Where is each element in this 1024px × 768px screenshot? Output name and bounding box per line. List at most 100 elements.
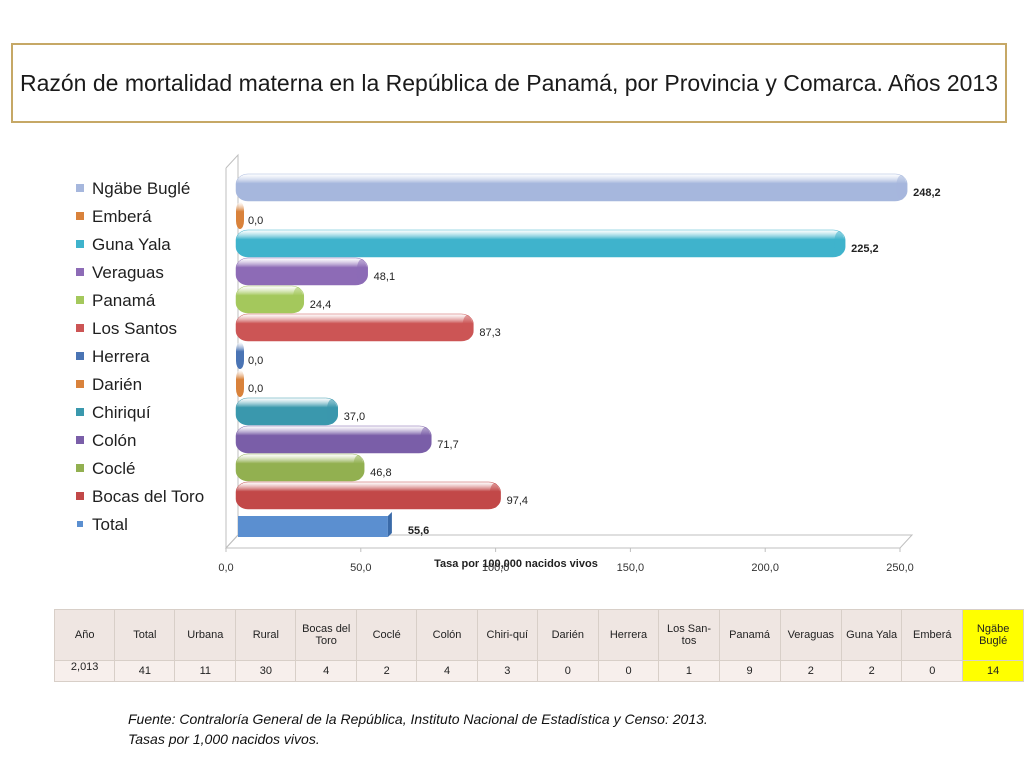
legend-swatch [76,352,84,360]
x-axis-label: Tasa por 100,000 nacidos vivos [434,558,598,570]
data-label: 48,1 [374,271,395,283]
bar-2 [235,229,846,258]
table-header-cell: Ngäbe Buglé [962,609,1024,661]
floor [224,534,914,549]
bar-cap [896,175,907,200]
legend-label: Panamá [92,291,156,310]
table-header-cell: Colón [416,609,478,661]
table-header-cell: Bocas del Toro [295,609,357,661]
legend-swatch [76,240,84,248]
legend-label: Bocas del Toro [92,487,204,506]
legend-label: Colón [92,431,136,450]
table-cell: 11 [174,660,237,682]
bar-cap [292,287,303,312]
table-cell: 0 [901,660,964,682]
bar-side [387,512,392,537]
table-header-cell: Los San-tos [658,609,720,661]
bar-cap [489,483,500,508]
bar-12 [238,512,392,537]
legend-label: Coclé [92,459,135,478]
table-header-cell: Urbana [174,609,237,661]
legend-swatch [76,296,84,304]
data-label: 24,4 [310,299,331,311]
legend-label: Veraguas [92,263,164,282]
legend-swatch [76,324,84,332]
table-header-cell: Total [114,609,176,661]
data-label: 46,8 [370,467,391,479]
bar-face [236,342,244,369]
bar-3 [235,257,368,286]
bar-10 [235,453,365,482]
x-tick-label: 150,0 [617,562,645,574]
data-label: 71,7 [437,439,458,451]
table-header-cell: Darién [536,609,599,661]
legend-label: Los Santos [92,319,177,338]
legend-swatch [76,380,84,388]
table-cell: 0 [536,660,599,682]
table-header-cell: Veraguas [779,609,843,661]
bar-11 [235,481,501,510]
bar-cap [353,455,364,480]
bar-cap [834,231,845,256]
data-label: 55,6 [408,525,429,537]
legend-swatch [76,184,84,192]
data-label: 225,2 [851,243,879,255]
bar-face [235,397,339,426]
legend-swatch [76,464,84,472]
legend-swatch [76,408,84,416]
legend-swatch [76,492,84,500]
legend-label: Guna Yala [92,235,171,254]
legend-label: Emberá [92,207,152,226]
table-header-cell: Emberá [901,609,964,661]
table-header-row: Año Total Urbana Rural Bocas del Toro Coclé Co… [53,609,1024,661]
bar-7 [236,370,244,397]
table-cell: 1 [658,660,720,682]
bar-chart: 0,0 50,0 100,0 150,0 200,0 250,0 248,2 0,0 225,2… [76,153,941,574]
bar-9 [235,425,432,454]
table-cell: 4 [295,660,357,682]
x-tick-label: 200,0 [751,562,779,574]
bar-5 [235,313,474,342]
bar-8 [235,397,339,426]
legend-swatch [76,268,84,276]
table-header-cell: Guna Yala [841,609,903,661]
bar-0 [235,173,908,202]
title-box: Razón de mortalidad materna en la Repúbl… [11,43,1007,123]
rate-note: Tasas por 1,000 nacidos vivos. [128,731,320,747]
bar-face [235,481,501,510]
table-cell: 9 [718,660,781,682]
x-tick-label: 50,0 [350,562,371,574]
bar-6 [236,342,244,369]
legend-swatch [76,436,84,444]
legend-label: Herrera [92,347,150,366]
table-header-cell: Chiri-quí [476,609,538,661]
data-label: 87,3 [479,327,500,339]
data-label: 248,2 [913,187,941,199]
data-label: 0,0 [248,215,263,227]
table-cell: 41 [114,660,176,682]
legend-swatch [77,521,83,527]
table-value-row: 2,013 41 11 30 4 2 4 3 0 0 1 9 2 2 0 14 [53,660,1024,682]
bar-cap [420,427,431,452]
x-tick-label: 100,0 [482,562,510,574]
x-tick-label: 0,0 [218,562,233,574]
chart-title: Razón de mortalidad materna en la Repúbl… [19,70,999,96]
table-cell: 0 [597,660,660,682]
legend-label: Chiriquí [92,403,151,422]
table-cell: 3 [476,660,538,682]
data-label: 97,4 [507,495,528,507]
x-tick-label: 250,0 [886,562,914,574]
legend-label: Darién [92,375,142,394]
table-cell: 2 [841,660,903,682]
table-cell: 2,013 [53,660,116,682]
bar-face [235,173,908,202]
bar-cap [326,399,337,424]
legend-label: Ngäbe Buglé [92,179,190,198]
table-header-cell: Coclé [355,609,418,661]
table-header-cell: Panamá [718,609,781,661]
bar-cap [462,315,473,340]
data-label: 0,0 [248,355,263,367]
data-label: 37,0 [344,411,365,423]
bar-face [235,425,432,454]
bar-face [235,257,368,286]
